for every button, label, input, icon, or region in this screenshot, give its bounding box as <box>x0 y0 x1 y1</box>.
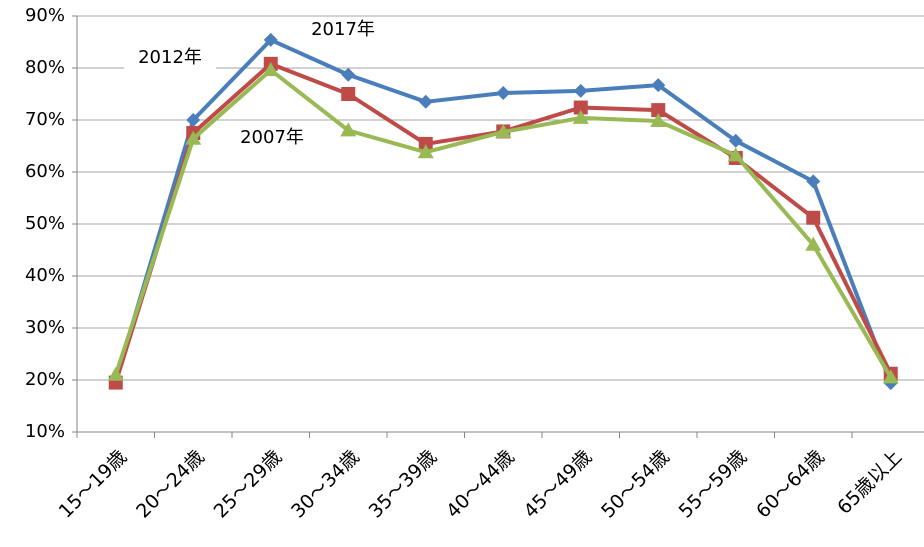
marker <box>186 113 201 127</box>
y-tick-label: 60% <box>25 161 65 182</box>
y-tick-label: 40% <box>25 265 65 286</box>
x-tick-label: 50～54歳 <box>597 446 674 523</box>
marker <box>806 174 821 189</box>
marker <box>806 210 821 225</box>
marker <box>805 236 822 251</box>
marker <box>573 100 588 115</box>
y-tick-label: 90% <box>25 5 65 26</box>
marker <box>495 123 512 138</box>
marker <box>262 62 279 77</box>
series-label: 2007年 <box>240 127 304 148</box>
x-tick-label: 45～49歳 <box>520 446 597 523</box>
series-line <box>113 61 893 384</box>
marker <box>650 113 667 128</box>
y-tick-label: 30% <box>25 317 65 338</box>
y-tick-label: 10% <box>25 421 65 442</box>
y-tick-label: 80% <box>25 57 65 78</box>
x-tick-label: 35～39歳 <box>365 446 442 523</box>
marker <box>651 103 666 118</box>
marker <box>341 87 356 101</box>
marker <box>573 83 588 98</box>
x-tick-label: 65歳以上 <box>833 446 906 519</box>
marker <box>263 32 278 47</box>
marker <box>651 78 666 93</box>
y-tick-label: 50% <box>25 213 65 234</box>
marker <box>418 94 433 109</box>
series-label: 2012年 <box>138 47 202 68</box>
label-bg <box>124 45 216 71</box>
marker <box>418 136 433 151</box>
y-tick-label: 70% <box>25 109 65 130</box>
marker <box>572 109 589 124</box>
x-tick-label: 55～59歳 <box>675 446 752 523</box>
x-tick-label: 30～34歳 <box>287 446 364 523</box>
marker <box>340 122 357 137</box>
marker <box>417 144 434 159</box>
x-tick-label: 60～64歳 <box>752 446 829 523</box>
marker <box>341 67 356 82</box>
y-tick-label: 20% <box>25 369 65 390</box>
marker <box>185 130 202 145</box>
marker <box>882 369 899 384</box>
marker <box>107 366 124 381</box>
marker <box>727 147 744 162</box>
marker <box>496 85 511 100</box>
x-tick-label: 20～24歳 <box>132 446 209 523</box>
x-tick-label: 25～29歳 <box>210 446 287 523</box>
marker <box>728 133 743 148</box>
x-tick-label: 15～19歳 <box>55 446 132 523</box>
x-tick-label: 40～44歳 <box>442 446 519 523</box>
series-label: 2017年 <box>311 19 375 40</box>
